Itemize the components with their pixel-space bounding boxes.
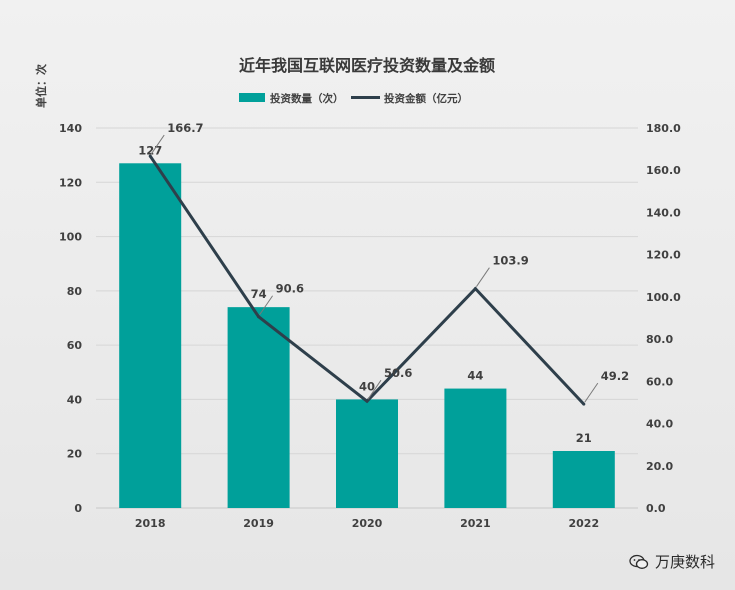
y-left-tick-label: 0 (74, 502, 82, 515)
line-path (148, 155, 585, 406)
x-tick-label: 2019 (243, 517, 274, 530)
line-value-label: 50.6 (384, 366, 412, 380)
bar-value-label: 21 (576, 431, 592, 445)
line-label-leader (259, 295, 274, 316)
bar (444, 388, 507, 508)
line-point (582, 402, 586, 406)
y-right-tick-label: 100.0 (646, 291, 681, 304)
line-value-label: 49.2 (601, 369, 629, 383)
legend: 投资数量（次） 投资金额（亿元） (239, 92, 468, 105)
y-left-tick-label: 60 (67, 339, 83, 352)
bar-value-label: 44 (467, 369, 483, 383)
y-right-tick-label: 80.0 (646, 333, 673, 346)
y-right-tick-label: 180.0 (646, 122, 681, 135)
y-left-tick-label: 140 (59, 122, 82, 135)
y-left-tick-label: 40 (67, 393, 83, 406)
legend-label-bar: 投资数量（次） (270, 92, 344, 105)
y-right-tick-label: 0.0 (646, 502, 666, 515)
y-right-tick-label: 40.0 (646, 418, 673, 431)
bar (552, 451, 615, 508)
line-value-label: 166.7 (167, 121, 203, 135)
line-point (257, 315, 261, 319)
y-left-tick-label: 80 (67, 285, 83, 298)
wechat-icon (629, 554, 649, 569)
watermark-text: 万庚数科 (654, 553, 715, 571)
x-tick-label: 2020 (352, 517, 383, 530)
chart-title: 近年我国互联网医疗投资数量及金额 (239, 56, 495, 75)
bar (336, 399, 398, 508)
line-label-leader (475, 267, 490, 287)
y-right-tick-label: 60.0 (646, 375, 673, 388)
line-point (365, 399, 369, 403)
line-point (473, 287, 477, 291)
data-labels: 127 74 40 44 21 166.7 90.6 50.6 103.9 49.2 (138, 121, 629, 445)
bar-value-label: 127 (138, 143, 162, 157)
line-value-label: 103.9 (492, 254, 528, 268)
y-left-tick-label: 100 (59, 231, 82, 244)
y-left-tick-label: 120 (59, 176, 82, 189)
bar (119, 163, 182, 509)
y-axis-left: 0 20 40 60 80 100 120 140 (59, 122, 82, 515)
x-axis: 2018 2019 2020 2021 2022 (135, 517, 599, 530)
y-right-tick-label: 140.0 (646, 206, 681, 219)
y-axis-right: 0.0 20.0 40.0 60.0 80.0 100.0 120.0 140.0 160.0 1… (646, 122, 681, 515)
y-left-tick-label: 20 (67, 448, 83, 461)
line-label-leader (367, 379, 382, 400)
legend-label-line: 投资金额（亿元） (384, 92, 468, 105)
line-point (148, 154, 152, 158)
line-series (148, 154, 586, 406)
bar-value-label: 74 (251, 287, 267, 301)
line-value-label: 90.6 (276, 282, 304, 296)
y-axis-unit: 单位：次 (34, 64, 48, 108)
bar (227, 307, 290, 508)
gridlines (96, 127, 638, 509)
watermark: 万庚数科 (629, 551, 715, 572)
line-label-leader (584, 382, 599, 403)
x-tick-label: 2022 (568, 517, 599, 530)
x-tick-label: 2018 (135, 517, 166, 530)
legend-swatch-bar (239, 93, 265, 102)
x-tick-label: 2021 (460, 517, 491, 530)
bar-value-label: 40 (359, 379, 375, 393)
y-right-tick-label: 20.0 (646, 460, 673, 473)
y-right-tick-label: 120.0 (646, 249, 681, 262)
y-right-tick-label: 160.0 (646, 164, 681, 177)
bar-series (119, 163, 615, 509)
line-label-leader (150, 134, 165, 155)
